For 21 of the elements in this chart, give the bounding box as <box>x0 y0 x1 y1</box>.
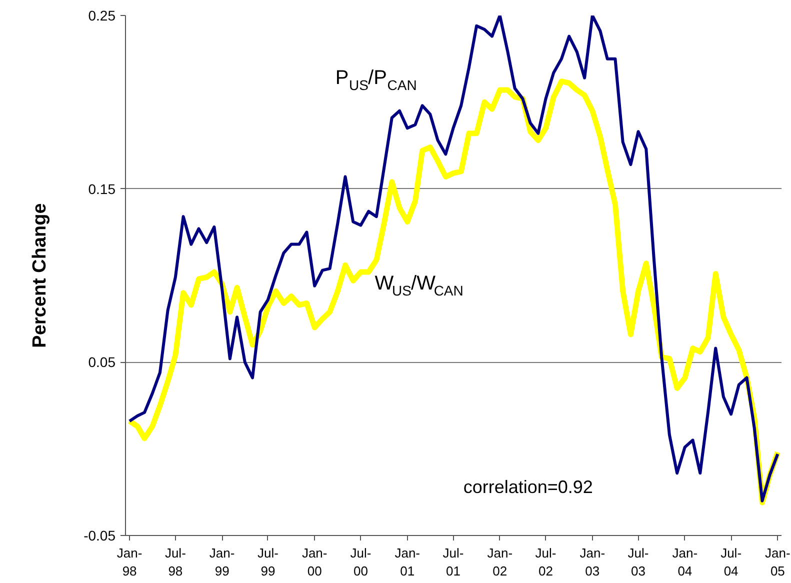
annotation: correlation=0.92 <box>463 477 593 498</box>
x-tick-label: Jul-99 <box>257 546 278 578</box>
x-tick-label: Jul-98 <box>164 546 186 578</box>
y-tick-label: -0.05 <box>84 528 116 544</box>
y-tick-label: 0.15 <box>88 180 116 197</box>
x-tick-label: Jul-02 <box>535 546 556 578</box>
x-tick-label: Jul-01 <box>442 546 464 578</box>
x-tick-label: Jan-98 <box>116 546 142 578</box>
y-tick-label: 0.25 <box>88 8 116 24</box>
x-tick-label: Jul-04 <box>720 546 742 578</box>
x-tick-label: Jan-05 <box>765 546 790 578</box>
x-tick-label: Jan-01 <box>394 546 420 578</box>
x-tick-label: Jul-03 <box>628 546 649 578</box>
x-tick-label: Jan-03 <box>580 546 606 578</box>
x-tick-label: Jan-99 <box>209 546 235 578</box>
x-tick-label: Jul-00 <box>350 546 372 578</box>
y-tick-label: 0.05 <box>88 354 116 370</box>
x-tick-label: Jan-04 <box>672 546 698 578</box>
x-tick-label: Jan-02 <box>487 546 513 578</box>
x-tick-label: Jan-00 <box>302 546 328 578</box>
y-axis-title: Percent Change <box>30 203 51 348</box>
